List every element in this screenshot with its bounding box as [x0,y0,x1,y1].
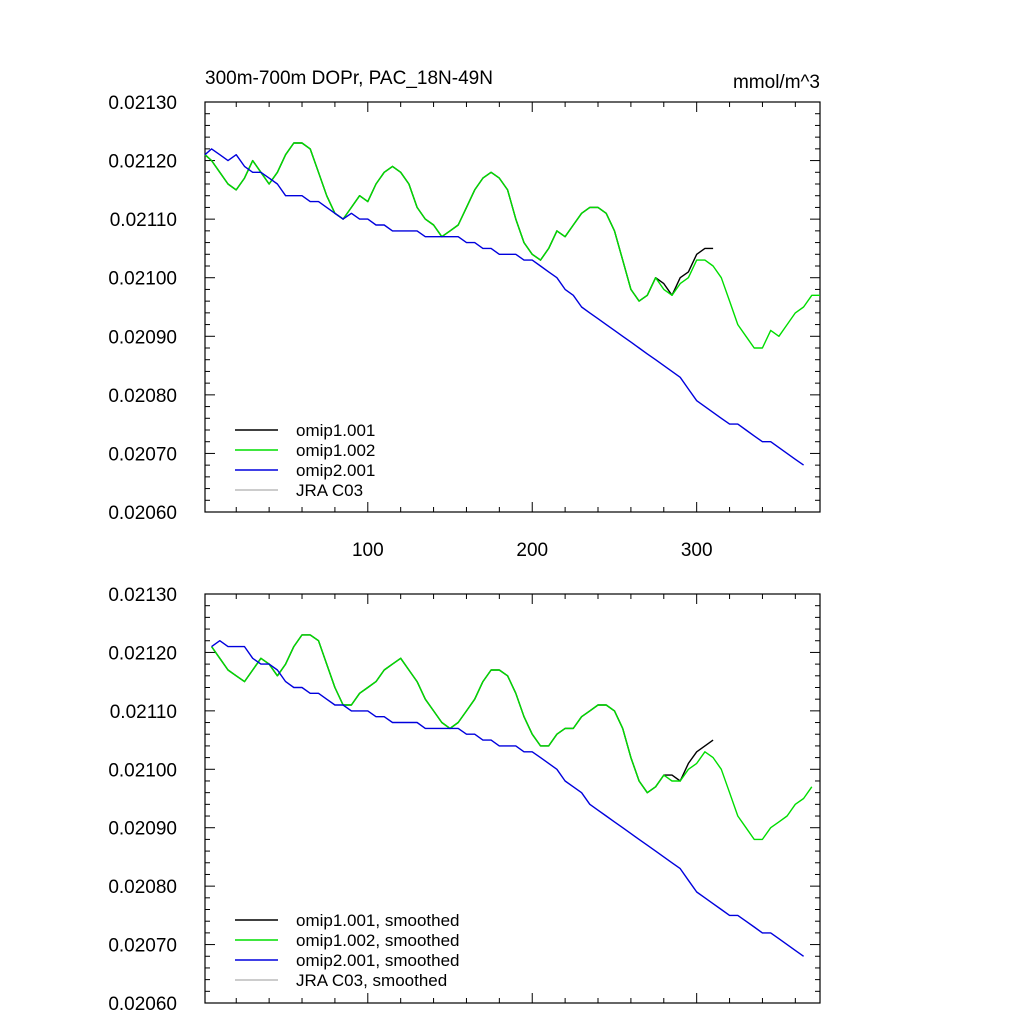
y-tick-label: 0.02080 [108,877,177,898]
chart-units: mmol/m^3 [733,72,820,93]
y-tick-label: 0.02110 [110,210,177,231]
y-tick-label: 0.02120 [108,643,177,664]
legend-label-jra-c03-smoothed: JRA C03, smoothed [296,971,447,990]
y-tick-label: 0.02130 [108,93,177,114]
plot-frame [204,101,821,513]
y-tick-label: 0.02060 [108,994,177,1015]
series-line-omip1-002 [204,142,820,349]
series-line-omip2-001-smoothed [211,640,805,957]
y-tick-label: 0.02100 [108,269,177,290]
plot-frame [204,593,821,1004]
y-tick-label: 0.02060 [108,503,177,524]
legend-label-omip1-002-smoothed: omip1.002, smoothed [296,931,460,950]
x-tick-label: 300 [681,540,713,561]
y-tick-label: 0.02100 [108,760,177,781]
y-tick-label: 0.02080 [108,386,177,407]
series-line-omip1-002-smoothed [211,634,813,841]
legend-label-omip1-001-smoothed: omip1.001, smoothed [296,911,460,930]
y-tick-label: 0.02070 [108,444,177,465]
y-tick-label: 0.02070 [108,936,177,957]
y-tick-label: 0.02130 [108,585,177,606]
bottom-panel: 0.02130 0.02120 0.02110 0.02100 0.02090 0.020… [108,585,821,1015]
y-tick-label: 0.02090 [108,327,177,348]
top-panel: 0.02130 0.02120 0.02110 0.02100 0.02090 0.020… [108,93,821,561]
y-tick-label: 0.02110 [110,702,177,723]
series-line-omip2-001 [204,148,805,466]
legend-label-jra-c03: JRA C03 [296,481,363,500]
x-tick-label: 100 [352,540,384,561]
y-tick-label: 0.02090 [108,819,177,840]
legend-label-omip1-002: omip1.002 [296,441,375,460]
legend-label-omip2-001: omip2.001 [296,461,375,480]
series-line-omip1-001-smoothed [211,634,714,794]
x-tick-label: 200 [516,540,548,561]
legend-label-omip1-001: omip1.001 [296,421,375,440]
y-tick-label: 0.02120 [108,152,177,173]
legend-label-omip2-001-smoothed: omip2.001, smoothed [296,951,460,970]
chart-title: 300m-700m DOPr, PAC_18N-49N [205,68,493,89]
